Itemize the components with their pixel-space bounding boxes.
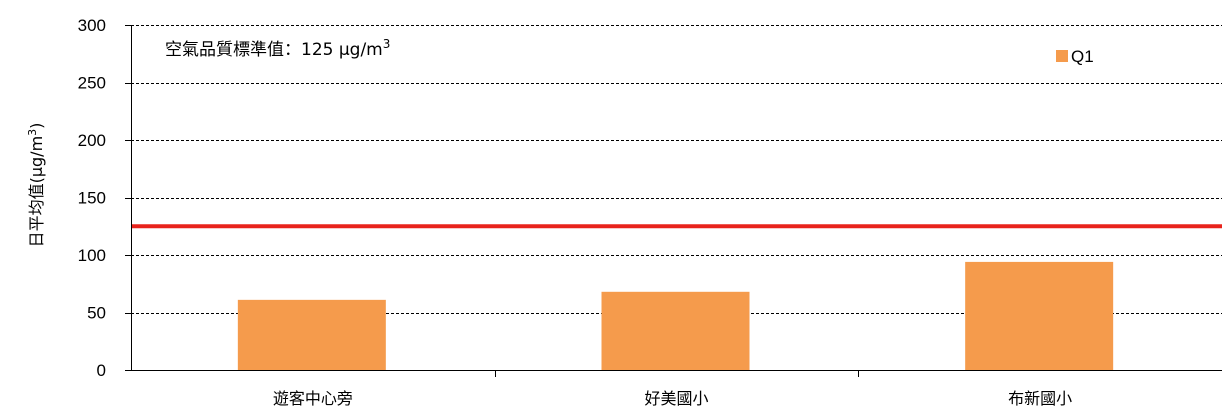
legend-swatch-q1: [1056, 50, 1068, 62]
y-axis-label-superscript: 3: [26, 129, 39, 136]
y-tick-labels: 0 50 100 150 200 250 300: [78, 16, 106, 380]
y-axis-label-close: ): [27, 123, 46, 129]
standard-annotation: 空氣品質標準值：125 μg/m3: [165, 37, 390, 60]
y-axis-label: 日平均值(μg/m3): [26, 123, 46, 248]
bar-3: [965, 261, 1114, 370]
legend-label-q1: Q1: [1071, 47, 1094, 66]
y-tick-label: 50: [87, 304, 106, 323]
x-category-label: 遊客中心旁: [273, 389, 353, 408]
y-tick-label: 300: [78, 16, 106, 35]
y-tick-label: 200: [78, 131, 106, 150]
x-category-label: 好美國小: [644, 389, 708, 408]
y-tick-label: 150: [78, 189, 106, 208]
legend: Q1: [1056, 47, 1094, 66]
y-axis-label-base: 日平均值(μg/m: [27, 136, 46, 248]
x-category-label: 布新國小: [1008, 389, 1072, 408]
x-category-labels: 遊客中心旁 好美國小 布新國小: [273, 389, 1072, 408]
axes: [125, 25, 1222, 377]
y-tick-label: 0: [97, 361, 106, 380]
standard-annotation-text: 空氣品質標準值：125 μg/m: [165, 40, 383, 60]
y-tick-label: 250: [78, 74, 106, 93]
y-tick-label: 100: [78, 246, 106, 265]
bar-1: [237, 299, 386, 370]
bar-2: [601, 291, 750, 370]
bars: [237, 261, 1114, 370]
standard-annotation-superscript: 3: [383, 37, 391, 51]
